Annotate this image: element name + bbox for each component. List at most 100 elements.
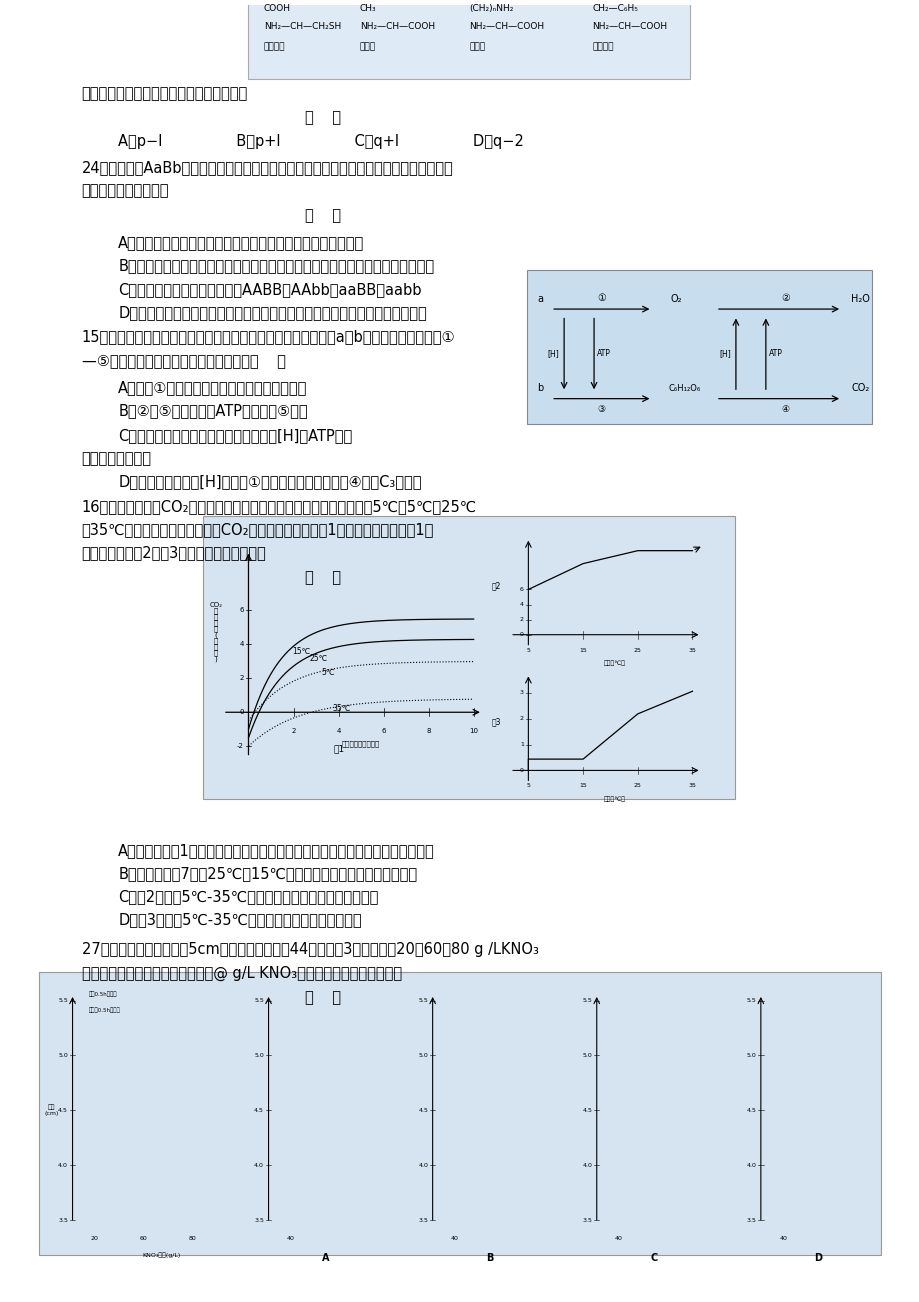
Text: 有关数据得到图2、图3。下列叙述再正确的是: 有关数据得到图2、图3。下列叙述再正确的是 [82,546,267,560]
Text: [H]: [H] [719,349,731,358]
Bar [292,1165,309,1220]
Text: 4.5: 4.5 [582,1108,592,1113]
Text: 3.5: 3.5 [58,1217,68,1223]
Text: 5.0: 5.0 [58,1053,68,1059]
Text: 5: 5 [526,647,529,652]
Text: 3.5: 3.5 [254,1217,264,1223]
Text: 丙氨酸: 丙氨酸 [359,43,376,52]
Text: 产物中还有丙酮酸: 产物中还有丙酮酸 [82,450,152,466]
Text: C₆H₁₂O₆: C₆H₁₂O₆ [668,384,700,393]
FancyBboxPatch shape [203,516,734,799]
Text: C．图2表示在5℃-35℃下该植物最大光合作用速率的变化: C．图2表示在5℃-35℃下该植物最大光合作用速率的变化 [118,889,378,905]
Bar [193,1111,210,1220]
Bar [273,1034,289,1220]
Text: 27．用打孔器取同一萨博5cm长的直根条，分成44组，其中3组分别置于20、60、80 g /LKNO₃: 27．用打孔器取同一萨博5cm长的直根条，分成44组，其中3组分别置于20、60… [82,943,538,957]
Text: 分析推算可知，水解得到的氨基酸个数为：: 分析推算可知，水解得到的氨基酸个数为： [82,87,247,102]
Text: 15: 15 [579,784,586,788]
Bar [77,1111,94,1220]
Text: 溶液中，测量结果如下图。预计在@ g/L KNO₃溶液中的测量结果最可能是: 溶液中，测量结果如下图。预计在@ g/L KNO₃溶液中的测量结果最可能是 [82,966,402,980]
Text: 赖氨酸: 赖氨酸 [469,43,484,52]
Text: 2: 2 [519,716,523,721]
Text: 苯丙氨酸: 苯丙氨酸 [592,43,613,52]
Text: （    ）: （ ） [305,570,341,585]
Bar [73,988,86,1000]
Text: 图2: 图2 [491,582,501,591]
Text: 0: 0 [239,710,244,715]
Text: 40: 40 [615,1236,622,1241]
Text: 5.5: 5.5 [418,999,427,1003]
Text: 15．下图表示某绿色植物在生长阶段体内物质的转变情况，图中a、b为光合作用的原料，①: 15．下图表示某绿色植物在生长阶段体内物质的转变情况，图中a、b为光合作用的原料… [82,329,455,345]
Text: 25: 25 [633,647,641,652]
Text: ATP: ATP [596,349,610,358]
Text: 4.0: 4.0 [58,1163,68,1168]
Text: 5.0: 5.0 [582,1053,592,1059]
Text: B: B [486,1253,494,1263]
Text: —⑤表示相关过程，有关说法不正确的是（    ）: —⑤表示相关过程，有关说法不正确的是（ ） [82,353,285,368]
Text: 光照强度（相对値）: 光照强度（相对値） [342,741,380,747]
FancyBboxPatch shape [248,0,689,79]
Text: 2: 2 [519,617,523,622]
Text: 24．基因型为AaBb的水稻的花药通过无菌操作，接入试管后，在一定条件下形成试管苗。: 24．基因型为AaBb的水稻的花药通过无菌操作，接入试管后，在一定条件下形成试管… [82,160,453,176]
Text: B．当光强大于7时，25℃比15℃条件下植物的有机物的合成速率大: B．当光强大于7时，25℃比15℃条件下植物的有机物的合成速率大 [118,866,417,881]
Text: A．图中①过程进行的场所是叶绿体类囊体薄膜: A．图中①过程进行的场所是叶绿体类囊体薄膜 [118,380,307,395]
Text: 4.0: 4.0 [745,1163,755,1168]
Text: 6: 6 [381,728,385,734]
Text: （    ）: （ ） [305,109,341,125]
Text: 处理后0.5h的长度: 处理后0.5h的长度 [89,1006,120,1013]
Text: 3.5: 3.5 [418,1217,427,1223]
Text: 5℃: 5℃ [321,668,335,677]
Text: A: A [322,1253,329,1263]
Text: 15: 15 [579,647,586,652]
Text: COOH: COOH [264,4,290,13]
Text: 下列相关叙述正确的是: 下列相关叙述正确的是 [82,184,169,199]
Text: 35: 35 [687,784,696,788]
Bar [601,1165,617,1220]
Text: 图1: 图1 [333,745,344,754]
Text: 1: 1 [519,742,523,747]
Text: 4: 4 [336,728,340,734]
Text: （    ）: （ ） [305,991,341,1005]
Text: NH₂—CH—COOH: NH₂—CH—COOH [469,22,544,31]
Bar [619,1034,636,1220]
Text: 4.5: 4.5 [58,1108,68,1113]
Text: 2: 2 [291,728,295,734]
Text: 离体0.5h初长度: 离体0.5h初长度 [89,991,118,997]
Text: 3.5: 3.5 [745,1217,755,1223]
Text: 4.5: 4.5 [418,1108,427,1113]
Text: O₂: O₂ [670,294,681,303]
Text: 和35℃下，改变七照强度，测定CO₂的吸收速率，得到图1所示的结果。处理图1中: 和35℃下，改变七照强度，测定CO₂的吸收速率，得到图1所示的结果。处理图1中 [82,522,434,538]
Text: 图3: 图3 [491,717,501,727]
Text: H₂O: H₂O [850,294,869,303]
Bar [144,1078,161,1220]
Text: 长度
(cm): 长度 (cm) [44,1104,59,1116]
Bar [126,1072,142,1220]
Text: -2: -2 [237,743,244,749]
Text: KNO₃浓度(g/L): KNO₃浓度(g/L) [142,1253,180,1258]
Text: C．在有氧呼吸的第一阶段，除了产生了[H]、ATP外，: C．在有氧呼吸的第一阶段，除了产生了[H]、ATP外， [118,428,352,443]
Text: 4.0: 4.0 [254,1163,264,1168]
Text: (CH₂)ₙNH₂: (CH₂)ₙNH₂ [469,4,513,13]
Text: 5.5: 5.5 [254,999,264,1003]
Text: 4.0: 4.0 [582,1163,592,1168]
Text: CH₂—C₆H₅: CH₂—C₆H₅ [592,4,638,13]
Text: 3.5: 3.5 [582,1217,592,1223]
Text: 4: 4 [519,602,523,607]
Text: CO₂
吸
收
速
率
(
相
对
値
): CO₂ 吸 收 速 率 ( 相 对 値 ) [209,602,221,663]
Text: 4: 4 [239,642,244,647]
Text: 温度（℃）: 温度（℃） [604,660,625,667]
Text: A．愈伤组织是花粉细胞通过狭数分裂后形成的不规则的细胞团: A．愈伤组织是花粉细胞通过狭数分裂后形成的不规则的细胞团 [118,236,364,250]
Text: 40: 40 [287,1236,294,1241]
Text: 0: 0 [519,633,523,637]
Text: 5.5: 5.5 [745,999,755,1003]
Text: 4.5: 4.5 [254,1108,264,1113]
Text: D．光合作用过程中[H]来源于①过程中水的光解，用于④过程C₃的还原: D．光合作用过程中[H]来源于①过程中水的光解，用于④过程C₃的还原 [118,474,421,490]
Text: b: b [537,384,543,393]
Text: 0: 0 [519,768,523,773]
Text: 40: 40 [778,1236,787,1241]
Text: ②: ② [780,293,789,302]
Bar [784,1111,800,1220]
Text: 40: 40 [450,1236,459,1241]
Text: 5.5: 5.5 [582,999,592,1003]
Text: NH₂—CH—COOH: NH₂—CH—COOH [592,22,666,31]
Text: D．图3表示在5℃-35℃下该植物呼吸作用速率的变化: D．图3表示在5℃-35℃下该植物呼吸作用速率的变化 [118,913,361,927]
